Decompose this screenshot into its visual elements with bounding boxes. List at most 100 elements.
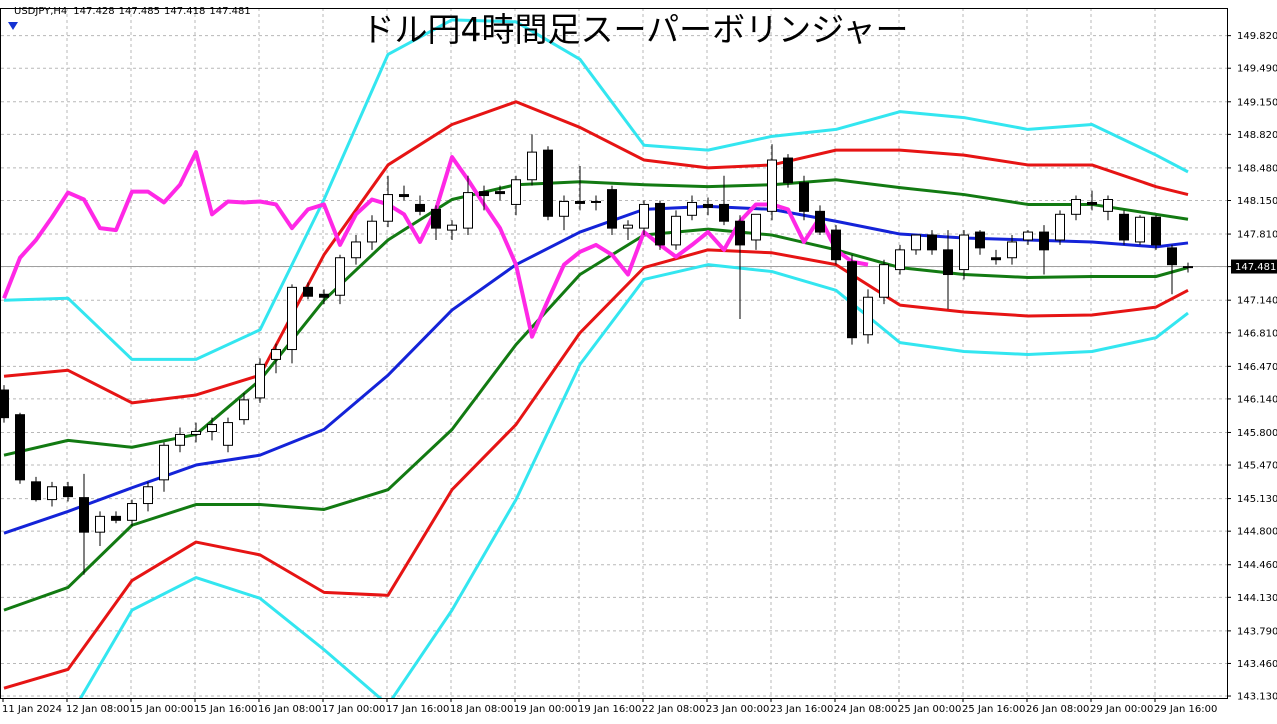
candle-body <box>191 430 201 435</box>
candle-body <box>143 486 153 505</box>
candle-body <box>719 203 729 222</box>
candle-body <box>543 149 553 217</box>
candle-body <box>575 200 585 204</box>
candle-body <box>927 234 937 251</box>
candle-body <box>223 422 233 446</box>
candle-body <box>1103 199 1113 212</box>
candle-body <box>495 191 505 195</box>
y-tick-label: 143.460 <box>1237 659 1277 670</box>
y-tick-label: 144.460 <box>1237 560 1277 571</box>
y-tick-label: 146.810 <box>1237 328 1277 339</box>
candle-body <box>767 159 777 212</box>
header: USDJPY,H4 147.428 147.485 147.418 147.481 <box>14 6 251 17</box>
candle-body <box>655 202 665 246</box>
candle-body <box>671 215 681 246</box>
candle-body <box>751 213 761 241</box>
y-tick-label: 149.150 <box>1237 97 1277 108</box>
y-tick-label: 145.800 <box>1237 428 1277 439</box>
x-tick-label: 17 Jan 16:00 <box>386 704 449 715</box>
candle-body <box>703 203 713 208</box>
candle-body <box>1167 247 1177 266</box>
x-tick-label: 22 Jan 08:00 <box>642 704 705 715</box>
candle-body <box>1071 199 1081 215</box>
plot-frame <box>0 8 1228 699</box>
x-tick-label: 23 Jan 00:00 <box>706 704 769 715</box>
ohlc-value: 147.418 <box>164 6 205 17</box>
candle-body <box>1007 241 1017 259</box>
candle-body <box>639 203 649 229</box>
x-tick-label: 17 Jan 00:00 <box>322 704 385 715</box>
y-tick-label: 145.470 <box>1237 461 1277 472</box>
x-tick-label: 24 Jan 08:00 <box>834 704 897 715</box>
candle-body <box>815 210 825 233</box>
candle-body <box>895 249 905 271</box>
y-tick-label: 144.800 <box>1237 527 1277 538</box>
candle-body <box>687 201 697 216</box>
candle-body <box>79 497 89 533</box>
candle-body <box>207 424 217 432</box>
candle-body <box>447 224 457 231</box>
x-tick-label: 18 Jan 08:00 <box>450 704 513 715</box>
candle-body <box>479 191 489 197</box>
candle-body <box>255 363 265 399</box>
candle-body <box>1119 213 1129 241</box>
x-tick-label: 16 Jan 08:00 <box>258 704 321 715</box>
candles <box>1 134 1193 575</box>
band-line <box>3 248 1189 690</box>
candle-body <box>303 286 313 297</box>
candle-body <box>239 399 249 421</box>
candle-body <box>607 189 617 229</box>
y-tick-label: 144.130 <box>1237 593 1277 604</box>
candle-body <box>319 293 329 298</box>
candle-body <box>959 234 969 271</box>
candle-body <box>175 433 185 446</box>
ohlc-value: 147.485 <box>119 6 160 17</box>
candle-body <box>559 200 569 217</box>
band-line <box>3 178 1189 457</box>
candle-body <box>383 194 393 222</box>
y-tick-label: 147.140 <box>1237 296 1277 307</box>
y-tick-label: 146.470 <box>1237 362 1277 373</box>
x-tick-label: 19 Jan 00:00 <box>514 704 577 715</box>
y-tick-label: 143.130 <box>1237 692 1277 703</box>
candle-body <box>31 481 41 501</box>
y-tick-label: 148.480 <box>1237 163 1277 174</box>
y-tick-label: 149.820 <box>1237 31 1277 42</box>
candle-body <box>1151 216 1161 246</box>
candle-body <box>1087 201 1097 205</box>
candle-body <box>1055 213 1065 241</box>
symbol: USDJPY,H4 <box>14 6 67 17</box>
candle-body <box>847 261 857 339</box>
last-price-label: 147.481 <box>1235 262 1276 273</box>
y-tick-label: 147.810 <box>1237 230 1277 241</box>
candle-body <box>863 296 873 336</box>
candle-body <box>271 349 281 360</box>
y-tick-label: 145.130 <box>1237 494 1277 505</box>
x-tick-label: 29 Jan 00:00 <box>1090 704 1153 715</box>
ohlc-value: 147.481 <box>209 6 250 17</box>
y-tick-label: 149.490 <box>1237 64 1277 75</box>
candle-body <box>991 257 1001 261</box>
candle-body <box>879 264 889 298</box>
x-tick-label: 19 Jan 16:00 <box>578 704 641 715</box>
y-tick-label: 146.140 <box>1237 394 1277 405</box>
candle-body <box>975 231 985 249</box>
candle-body <box>799 182 809 212</box>
x-tick-label: 25 Jan 16:00 <box>962 704 1025 715</box>
candle-body <box>111 515 121 521</box>
grid <box>1 8 1227 698</box>
candle-body <box>415 203 425 212</box>
candle-body <box>943 249 953 276</box>
candle-body <box>351 241 361 259</box>
candle-body <box>95 515 105 533</box>
last-price-box <box>1231 259 1277 274</box>
candle-body <box>783 157 793 184</box>
candle-body <box>431 208 441 229</box>
candle-body <box>911 234 921 251</box>
candle-body <box>735 220 745 246</box>
y-tick-label: 148.820 <box>1237 130 1277 141</box>
candle-body <box>1183 266 1193 269</box>
candle-body <box>463 192 473 229</box>
candle-body <box>399 194 409 198</box>
